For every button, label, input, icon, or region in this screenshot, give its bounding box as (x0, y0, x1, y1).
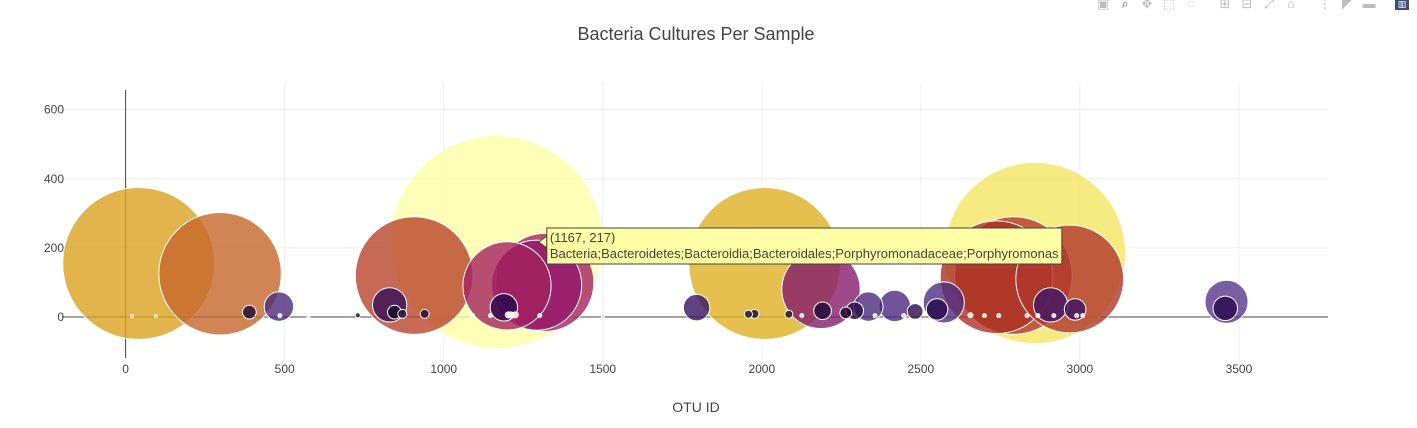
bubble-point[interactable] (682, 293, 711, 322)
hover-tooltip-coords: (1167, 217) (550, 230, 616, 245)
bubble-point[interactable] (743, 309, 753, 319)
bubble-point[interactable] (419, 308, 430, 319)
modebar: ▣ ⌕ ✥ ⬚ ◌ ⊞ ⊟ ⤢ ⌂ ⋮ ◤ ▬ ▥ (1095, 0, 1409, 10)
bubble-point[interactable] (487, 313, 493, 319)
bubble-point[interactable] (784, 309, 794, 319)
bubbles (62, 135, 1249, 349)
bubble-point[interactable] (470, 313, 476, 319)
x-tick-label: 2000 (748, 362, 775, 376)
hover-compare-icon[interactable]: ▬ (1362, 0, 1376, 10)
y-tick-label: 400 (44, 172, 64, 186)
tick-labels: 0 500 1000 1500 2000 2500 3000 3500 0 200 400 600 (44, 103, 1253, 376)
zoom-in-icon[interactable]: ⊞ (1219, 0, 1231, 10)
bubble-point[interactable] (354, 216, 474, 335)
bubble-point[interactable] (901, 313, 907, 319)
x-tick-label: 1500 (589, 362, 616, 376)
x-tick-label: 3500 (1226, 362, 1253, 376)
bubble-point[interactable] (1024, 313, 1030, 319)
bubble-point[interactable] (153, 314, 158, 319)
chart-title: Bacteria Cultures Per Sample (577, 24, 814, 44)
hover-tooltip-box (546, 227, 1063, 265)
zoom-icon[interactable]: ⌕ (1121, 0, 1129, 10)
bubble-point[interactable] (354, 312, 361, 319)
plotly-logo-icon[interactable]: ▥ (1395, 0, 1409, 10)
bubble-point[interactable] (906, 303, 924, 320)
bubble-point[interactable] (1074, 313, 1080, 319)
bubble-point[interactable] (925, 298, 949, 321)
hover-tooltip: (1167, 217) Bacteria;Bacteroidetes;Bacte… (537, 227, 1063, 265)
bubble-point[interactable] (872, 313, 878, 319)
spike-lines-icon[interactable]: ⋮ (1318, 0, 1332, 10)
bubble-point[interactable] (462, 241, 552, 331)
bubble-point[interactable] (306, 314, 311, 319)
x-tick-label: 0 (122, 362, 129, 376)
x-tick-label: 500 (275, 362, 295, 376)
bubble-point[interactable] (839, 306, 853, 320)
zoom-out-icon[interactable]: ⊟ (1241, 0, 1253, 10)
x-axis-title: OTU ID (672, 399, 719, 415)
bubble-point[interactable] (263, 291, 295, 322)
bubble-point[interactable] (158, 212, 282, 336)
x-tick-label: 1000 (430, 362, 457, 376)
bubble-point[interactable] (397, 308, 408, 319)
bubble-point[interactable] (1080, 313, 1086, 319)
hover-closest-icon[interactable]: ◤ (1342, 0, 1352, 10)
bubble-point[interactable] (1051, 313, 1057, 319)
y-tick-label: 600 (44, 103, 64, 117)
reset-axes-icon[interactable]: ⌂ (1287, 0, 1295, 10)
hover-tooltip-label: Bacteria;Bacteroidetes;Bacteroidia;Bacte… (550, 246, 1059, 261)
autoscale-icon[interactable]: ⤢ (1263, 0, 1275, 10)
box-select-icon[interactable]: ⬚ (1162, 0, 1176, 10)
bubble-point[interactable] (1035, 313, 1041, 319)
bubble-point[interactable] (504, 311, 512, 319)
bubble-point[interactable] (967, 312, 974, 319)
bubble-point[interactable] (241, 304, 257, 320)
lasso-select-icon[interactable]: ◌ (1187, 0, 1195, 10)
bubble-point[interactable] (600, 314, 605, 319)
bubble-point[interactable] (799, 313, 805, 319)
bubble-point[interactable] (996, 313, 1002, 319)
bubble-point[interactable] (1212, 295, 1239, 322)
bubble-point[interactable] (129, 314, 134, 319)
bubble-point[interactable] (277, 313, 283, 319)
y-tick-label: 0 (57, 310, 64, 324)
pan-icon[interactable]: ✥ (1141, 0, 1153, 10)
x-tick-label: 2500 (907, 362, 934, 376)
y-tick-label: 200 (44, 241, 64, 255)
camera-icon[interactable]: ▣ (1096, 0, 1110, 10)
bubble-point[interactable] (981, 313, 987, 319)
x-tick-label: 3000 (1067, 362, 1094, 376)
bubble-point[interactable] (813, 301, 832, 321)
bubble-point[interactable] (537, 313, 543, 319)
